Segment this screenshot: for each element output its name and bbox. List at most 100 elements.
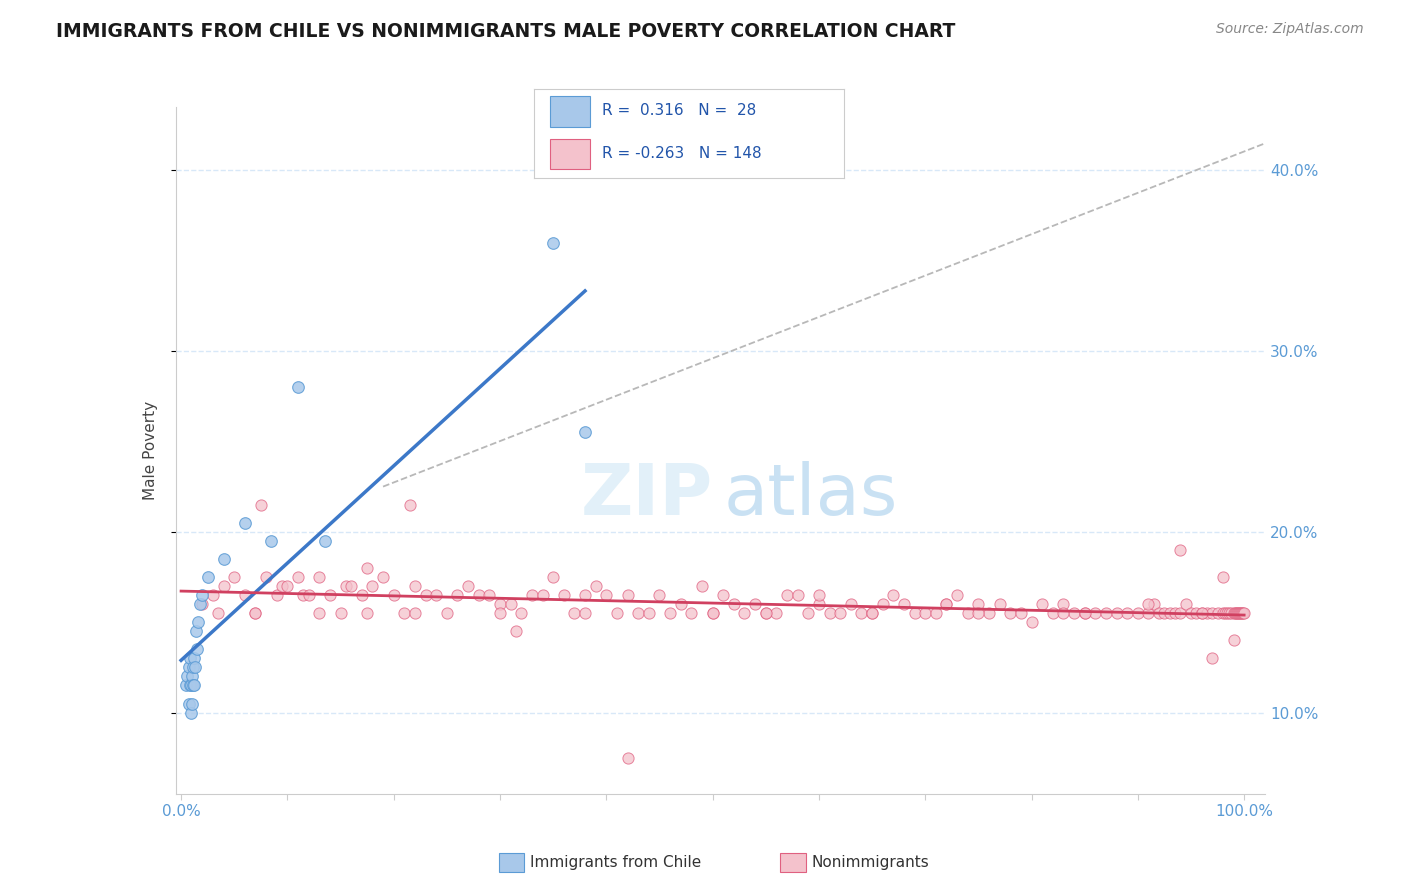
Point <box>776 588 799 602</box>
Point <box>187 615 209 630</box>
Point <box>574 588 596 602</box>
Point <box>188 597 211 611</box>
Point <box>1010 606 1032 620</box>
Point <box>1052 597 1074 611</box>
Point <box>254 570 277 584</box>
Point <box>425 588 447 602</box>
Point <box>1159 606 1181 620</box>
Point <box>755 606 778 620</box>
Point <box>1213 606 1236 620</box>
Point <box>830 606 852 620</box>
Point <box>723 597 745 611</box>
Point <box>212 552 235 566</box>
Point <box>180 706 202 720</box>
Point <box>882 588 904 602</box>
Point <box>585 579 607 593</box>
Point <box>1137 606 1160 620</box>
Point <box>531 588 554 602</box>
Point <box>510 606 533 620</box>
Point <box>177 660 200 674</box>
Point <box>1225 606 1247 620</box>
Point <box>298 588 321 602</box>
Point <box>669 597 692 611</box>
Point <box>314 533 336 548</box>
Point <box>1229 606 1251 620</box>
Point <box>1170 606 1192 620</box>
Text: atlas: atlas <box>723 461 897 530</box>
Point <box>181 660 204 674</box>
Point <box>1218 606 1240 620</box>
Point <box>1201 606 1223 620</box>
Point <box>329 606 352 620</box>
Point <box>207 606 229 620</box>
Point <box>839 597 862 611</box>
Point <box>1143 597 1166 611</box>
Point <box>436 606 458 620</box>
Point <box>1164 606 1187 620</box>
Point <box>319 588 342 602</box>
Point <box>177 697 200 711</box>
Point <box>489 597 512 611</box>
Text: Source: ZipAtlas.com: Source: ZipAtlas.com <box>1216 22 1364 37</box>
Point <box>1116 606 1139 620</box>
Point <box>1042 606 1064 620</box>
Point <box>946 588 969 602</box>
Point <box>1220 606 1243 620</box>
Text: Immigrants from Chile: Immigrants from Chile <box>530 855 702 870</box>
Point <box>574 606 596 620</box>
Point <box>260 533 283 548</box>
Point <box>276 579 298 593</box>
Point <box>1174 597 1197 611</box>
Point <box>505 624 527 639</box>
Point <box>541 570 564 584</box>
Point <box>1021 615 1043 630</box>
Point <box>553 588 575 602</box>
Point <box>1212 606 1234 620</box>
Point <box>702 606 724 620</box>
Point <box>249 498 271 512</box>
Point <box>1201 651 1223 665</box>
Point <box>180 669 202 683</box>
Point <box>489 606 512 620</box>
Point <box>176 669 198 683</box>
Point <box>1185 606 1208 620</box>
Point <box>245 606 267 620</box>
Point <box>394 606 416 620</box>
Point <box>457 579 479 593</box>
Point <box>1230 606 1253 620</box>
Point <box>1222 633 1244 648</box>
Point <box>1180 606 1202 620</box>
Point <box>271 579 294 593</box>
Point <box>1031 597 1053 611</box>
Point <box>446 588 468 602</box>
Point <box>1232 606 1254 620</box>
Y-axis label: Male Poverty: Male Poverty <box>142 401 157 500</box>
Point <box>287 380 309 394</box>
Point <box>967 597 990 611</box>
Point <box>467 588 489 602</box>
Point <box>616 750 638 764</box>
Point <box>807 588 830 602</box>
Point <box>197 570 219 584</box>
Point <box>415 588 437 602</box>
Point <box>1212 570 1234 584</box>
Point <box>1073 606 1095 620</box>
Point <box>308 570 330 584</box>
Point <box>574 425 596 440</box>
Point <box>233 588 256 602</box>
Point <box>627 606 650 620</box>
Point <box>755 606 778 620</box>
Point <box>851 606 873 620</box>
Point <box>860 606 883 620</box>
Point <box>860 606 883 620</box>
Point <box>616 588 638 602</box>
Point <box>335 579 357 593</box>
Point <box>807 597 830 611</box>
Point <box>356 606 378 620</box>
Point <box>404 606 426 620</box>
Point <box>681 606 703 620</box>
Point <box>637 606 659 620</box>
Point <box>648 588 671 602</box>
Point <box>356 561 378 575</box>
Point <box>1222 606 1244 620</box>
